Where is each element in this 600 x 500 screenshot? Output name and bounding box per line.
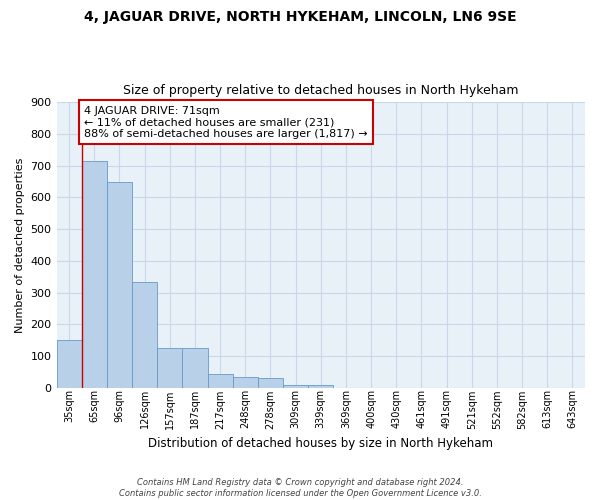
Bar <box>56 340 82 388</box>
Bar <box>208 374 233 388</box>
X-axis label: Distribution of detached houses by size in North Hykeham: Distribution of detached houses by size … <box>148 437 493 450</box>
Text: 4 JAGUAR DRIVE: 71sqm
← 11% of detached houses are smaller (231)
88% of semi-det: 4 JAGUAR DRIVE: 71sqm ← 11% of detached … <box>84 106 368 138</box>
Bar <box>258 378 283 388</box>
Bar <box>132 282 157 388</box>
Bar <box>157 348 182 388</box>
Bar <box>233 376 258 388</box>
Bar <box>82 161 107 388</box>
Bar <box>107 182 132 388</box>
Bar <box>308 384 334 388</box>
Bar <box>283 384 308 388</box>
Text: Contains HM Land Registry data © Crown copyright and database right 2024.
Contai: Contains HM Land Registry data © Crown c… <box>119 478 481 498</box>
Title: Size of property relative to detached houses in North Hykeham: Size of property relative to detached ho… <box>123 84 518 97</box>
Y-axis label: Number of detached properties: Number of detached properties <box>15 158 25 332</box>
Text: 4, JAGUAR DRIVE, NORTH HYKEHAM, LINCOLN, LN6 9SE: 4, JAGUAR DRIVE, NORTH HYKEHAM, LINCOLN,… <box>83 10 517 24</box>
Bar <box>182 348 208 388</box>
